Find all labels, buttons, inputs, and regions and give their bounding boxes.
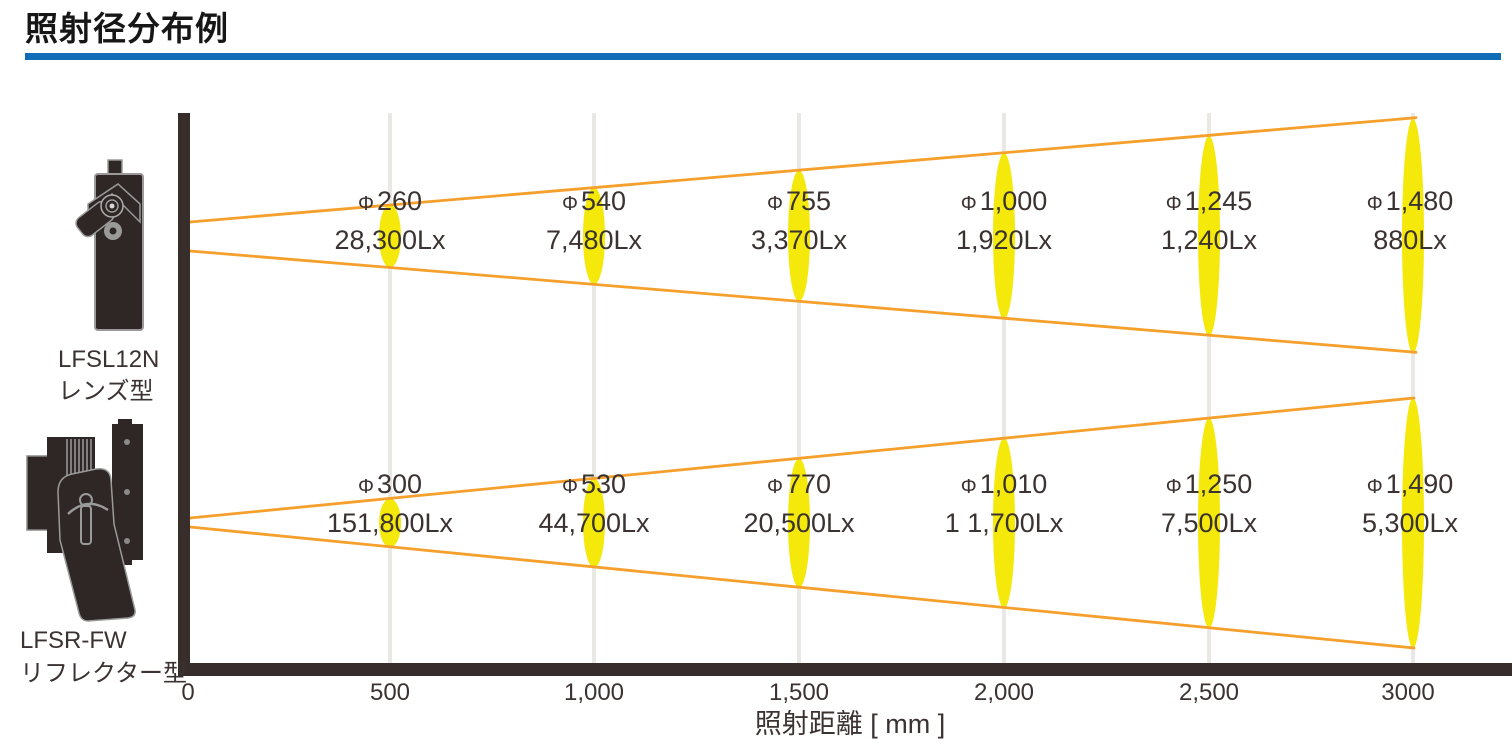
reflector-type-spots [379,398,1424,648]
diameter-label: Φ 755 [767,186,831,216]
illuminance-label: 5,300Lx [1362,508,1459,538]
x-axis-ticks: 0 500 1,000 1,500 2,000 2,500 3000 [181,679,1434,706]
y-axis-bar [178,113,190,676]
beam-spot-ellipse [583,187,605,285]
reflector-type-labels: Φ 300 Φ 530 Φ 770 Φ 1,010 Φ 1,250 Φ 1,490 151,… [327,469,1459,538]
diameter-label: Φ 1,250 [1166,469,1253,499]
illuminance-label: 880Lx [1373,225,1447,255]
illuminance-label: 28,300Lx [334,225,446,255]
x-tick-label: 500 [370,679,410,706]
beam-spot-ellipse [1402,119,1424,353]
illuminance-label: 1,240Lx [1161,225,1258,255]
lens-type-labels: Φ 260 Φ 540 Φ 755 Φ 1,000 Φ 1,245 Φ 1,480 28,3… [334,186,1453,255]
diameter-label: Φ 1,000 [961,186,1048,216]
beam-spot-ellipse [379,498,401,548]
x-tick-label: 1,000 [564,679,624,706]
illuminance-label: 20,500Lx [743,508,855,538]
lens-type-light-illustration [75,159,144,331]
beam-spot-ellipse [993,438,1015,608]
illuminance-label: 3,370Lx [751,225,848,255]
reflector-model-label: LFSR-FW [20,627,127,654]
illuminance-label: 7,480Lx [546,225,643,255]
reflector-type-label: リフレクター型 [20,660,187,687]
x-axis-title: 照射距離 [ mm ] [755,709,946,739]
beam-spot-ellipse [788,458,810,588]
beam-spot-ellipse [1402,398,1424,648]
beam-spot-ellipse [1198,418,1220,628]
diameter-label: Φ 300 [358,469,422,499]
x-tick-label: 1,500 [769,679,829,706]
diameter-label: Φ 770 [767,469,831,499]
gridlines [388,113,1415,663]
diameter-label: Φ 1,245 [1166,186,1253,216]
beam-spot-ellipse [379,204,401,268]
lens-type-label: レンズ型 [58,378,154,405]
beam-spot-ellipse [788,170,810,302]
illuminance-label: 7,500Lx [1161,508,1258,538]
diameter-label: Φ 530 [562,469,626,499]
lens-model-label: LFSL12N [58,346,159,373]
beam-edge-line [188,525,1416,650]
x-tick-label: 2,000 [974,679,1034,706]
diameter-label: Φ 540 [562,186,626,216]
reflector-type-light-illustration [26,419,143,622]
beam-spot-ellipse [1198,136,1220,336]
title-underline [25,53,1501,60]
diameter-label: Φ 1,010 [961,469,1048,499]
page-title: 照射径分布例 [25,10,229,47]
illuminance-label: 1 1,700Lx [945,508,1064,538]
beam-spot-ellipse [993,153,1015,319]
illuminance-label: 1,920Lx [956,225,1053,255]
lens-type-beam-cone [188,116,1418,354]
x-tick-label: 2,500 [1179,679,1239,706]
x-tick-label: 3000 [1381,679,1434,706]
beam-edge-line [188,396,1416,520]
beam-edge-line [188,249,1418,354]
beam-edge-line [188,116,1418,224]
illuminance-label: 44,700Lx [538,508,650,538]
x-tick-label: 0 [181,679,194,706]
beam-spot-ellipse [583,478,605,568]
x-axis-bar [178,663,1512,676]
diameter-label: Φ 260 [358,186,422,216]
diameter-label: Φ 1,480 [1367,186,1454,216]
illuminance-label: 151,800Lx [327,508,454,538]
diameter-label: Φ 1,490 [1367,469,1454,499]
lens-type-spots [379,119,1424,353]
reflector-type-beam-cone [188,396,1416,650]
